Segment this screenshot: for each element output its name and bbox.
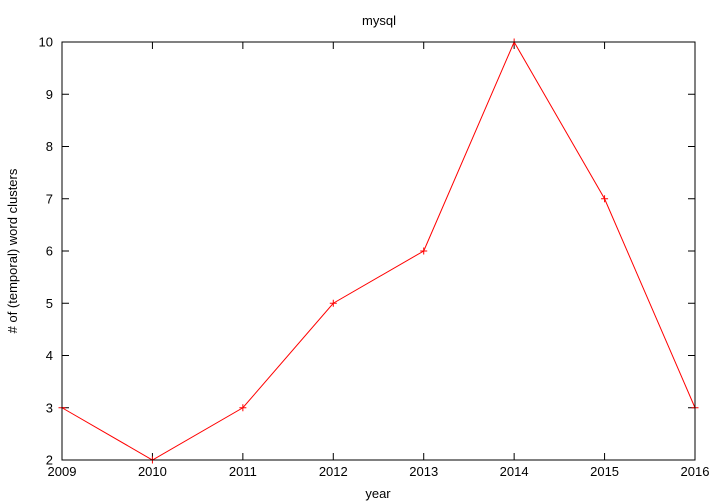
y-tick-label: 9 bbox=[46, 87, 53, 102]
data-point bbox=[329, 299, 337, 307]
data-point bbox=[601, 195, 609, 203]
x-tick-label: 2013 bbox=[409, 464, 438, 479]
x-tick-label: 2010 bbox=[138, 464, 167, 479]
data-point bbox=[239, 404, 247, 412]
y-tick-label: 3 bbox=[46, 400, 53, 415]
x-tick-label: 2011 bbox=[229, 464, 257, 479]
y-tick-label: 4 bbox=[46, 348, 53, 363]
y-axis: 2 3 4 5 6 7 8 9 10 bbox=[39, 35, 695, 468]
chart-title: mysql bbox=[362, 13, 396, 28]
y-tick-label: 5 bbox=[46, 296, 53, 311]
x-tick-label: 2015 bbox=[590, 464, 619, 479]
y-tick-label: 6 bbox=[46, 244, 53, 259]
x-tick-label: 2014 bbox=[500, 464, 529, 479]
y-tick-label: 2 bbox=[46, 453, 53, 468]
data-point bbox=[420, 247, 428, 255]
x-tick-label: 2016 bbox=[681, 464, 710, 479]
x-axis-label: year bbox=[365, 486, 391, 501]
y-axis-label: # of (temporal) word clusters bbox=[5, 168, 20, 333]
series-line bbox=[61, 40, 696, 461]
x-tick-label: 2012 bbox=[319, 464, 348, 479]
series-group bbox=[58, 38, 699, 464]
plot-frame bbox=[61, 41, 696, 461]
x-axis: 2009 2010 2011 2012 2013 2014 2015 2016 bbox=[48, 42, 710, 479]
x-tick-label: 2009 bbox=[48, 464, 77, 479]
y-tick-label: 8 bbox=[46, 139, 53, 154]
y-tick-label: 10 bbox=[39, 35, 53, 50]
y-tick-label: 7 bbox=[46, 191, 53, 206]
